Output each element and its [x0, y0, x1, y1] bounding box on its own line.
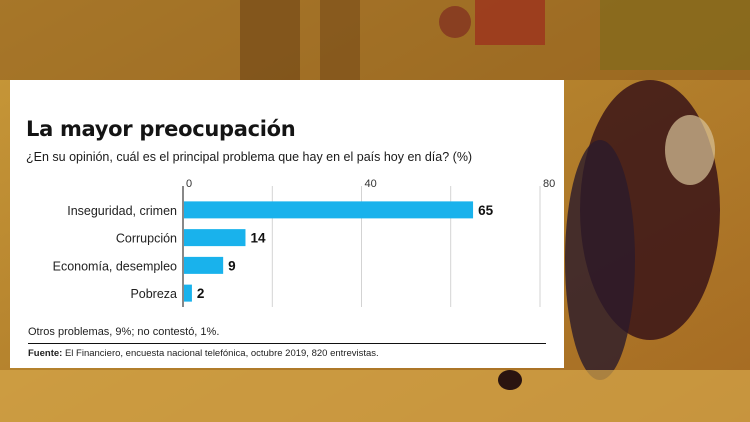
- x-tick-label: 0: [186, 178, 192, 190]
- bar: [184, 201, 474, 219]
- category-label: Economía, desempleo: [53, 259, 177, 273]
- value-label: 2: [197, 286, 205, 301]
- value-label: 9: [228, 258, 236, 273]
- source-line: Fuente: El Financiero, encuesta nacional…: [28, 348, 379, 359]
- chart-title: La mayor preocupación: [26, 117, 296, 141]
- divider: [28, 343, 546, 344]
- bar: [184, 284, 192, 302]
- category-label: Corrupción: [116, 232, 177, 246]
- source-label: Fuente:: [28, 348, 63, 359]
- value-label: 65: [478, 203, 494, 218]
- chart-subtitle: ¿En su opinión, cuál es el principal pro…: [26, 150, 473, 164]
- x-tick-label: 40: [365, 178, 377, 190]
- bar-chart: 0 40 80 Inseguridad, crimen Corrupción Econo…: [53, 178, 555, 307]
- bar: [184, 256, 224, 274]
- category-label: Inseguridad, crimen: [67, 204, 177, 218]
- value-label: 14: [250, 231, 266, 246]
- category-label: Pobreza: [130, 287, 177, 301]
- bar: [184, 229, 246, 247]
- chart-note: Otros problemas, 9%; no contestó, 1%.: [28, 326, 220, 338]
- chart-card: La mayor preocupación ¿En su opinión, cu…: [10, 80, 564, 368]
- source-text: El Financiero, encuesta nacional telefón…: [64, 348, 379, 359]
- x-tick-label: 80: [543, 178, 555, 190]
